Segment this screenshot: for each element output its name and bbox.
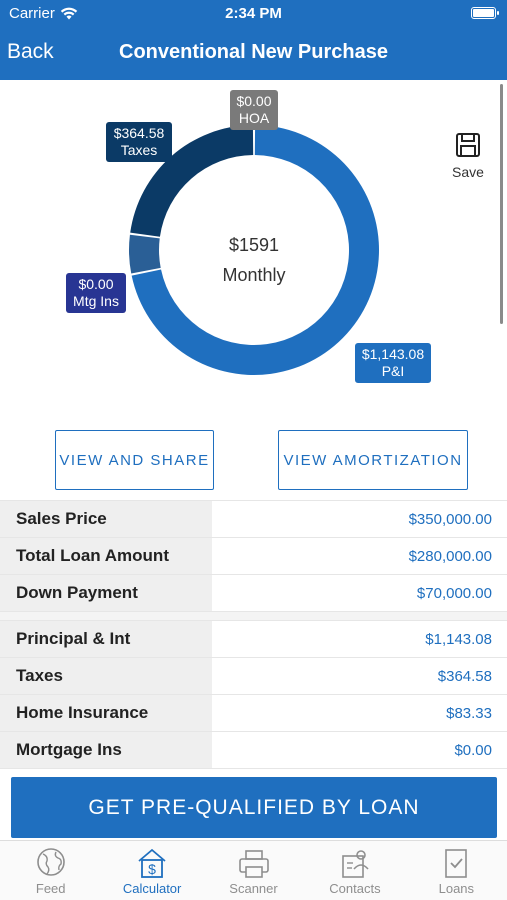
clock: 2:34 PM [225, 5, 282, 22]
contacts-icon [342, 850, 369, 878]
tab-label: Contacts [329, 881, 381, 896]
monthly-label: Monthly [222, 265, 286, 285]
tab-scanner[interactable]: Scanner [203, 841, 304, 900]
save-icon [456, 133, 480, 157]
tab-loans[interactable]: Loans [406, 841, 507, 900]
mtg-ins-label: Mtg Ins [73, 293, 119, 309]
table-row: Down Payment $70,000.00 [0, 575, 507, 612]
table-row: Sales Price $350,000.00 [0, 501, 507, 538]
calculator-icon: $ [138, 848, 166, 878]
monthly-total: $1591 [228, 235, 280, 255]
globe-icon [36, 848, 65, 876]
row-value[interactable]: $280,000.00 [408, 547, 492, 565]
wifi-icon [60, 7, 78, 20]
save-button[interactable]: Save [447, 132, 489, 180]
printer-icon [238, 850, 269, 878]
save-label: Save [452, 164, 484, 180]
section-divider [0, 612, 507, 621]
pi-label: P&I [381, 363, 405, 379]
table-row: Mortgage Ins $0.00 [0, 732, 507, 769]
row-value[interactable]: $83.33 [446, 704, 492, 722]
pi-tag: $1,143.08 P&I [355, 343, 431, 383]
chart-center-text: $1591 Monthly [154, 230, 354, 290]
taxes-tag: $364.58 Taxes [106, 122, 172, 162]
hoa-tag: $0.00 HOA [230, 90, 278, 130]
scrollbar[interactable] [500, 84, 503, 324]
view-and-share-button[interactable]: VIEW AND SHARE [55, 430, 214, 490]
loan-summary-table: Sales Price $350,000.00 Total Loan Amoun… [0, 500, 507, 769]
row-value[interactable]: $350,000.00 [408, 510, 492, 528]
table-row: Principal & Int $1,143.08 [0, 621, 507, 658]
app-header: Carrier 2:34 PM Back Conventional New Pu… [0, 0, 507, 80]
table-row: Taxes $364.58 [0, 658, 507, 695]
battery-icon [471, 7, 499, 19]
pi-amount: $1,143.08 [361, 346, 425, 362]
table-row: Total Loan Amount $280,000.00 [0, 538, 507, 575]
back-button[interactable]: Back [7, 40, 54, 63]
tab-label: Loans [438, 881, 475, 896]
tab-feed[interactable]: Feed [0, 841, 101, 900]
row-value[interactable]: $364.58 [437, 667, 492, 685]
mtg-ins-tag: $0.00 Mtg Ins [66, 273, 126, 313]
tab-contacts[interactable]: Contacts [304, 841, 405, 900]
row-value[interactable]: $1,143.08 [425, 630, 492, 648]
payment-chart-area: $0.00 HOA $364.58 Taxes $0.00 Mtg Ins $1… [0, 80, 507, 420]
svg-text:$: $ [148, 861, 156, 877]
row-label: Principal & Int [0, 621, 212, 657]
row-label: Mortgage Ins [0, 732, 212, 768]
hoa-amount: $0.00 [236, 93, 272, 109]
tab-label: Calculator [122, 881, 182, 896]
carrier: Carrier [9, 5, 78, 22]
nav-bar: Back Conventional New Purchase [0, 28, 507, 80]
tab-calculator[interactable]: $ Calculator [101, 841, 202, 900]
row-label: Home Insurance [0, 695, 212, 731]
view-amortization-button[interactable]: VIEW AMORTIZATION [278, 430, 468, 490]
mtg-ins-amount: $0.00 [78, 276, 114, 292]
hoa-label: HOA [238, 110, 270, 126]
taxes-amount: $364.58 [113, 125, 165, 141]
tab-label: Feed [35, 881, 66, 896]
donut-slice-taxes[interactable] [130, 125, 254, 237]
page-title: Conventional New Purchase [119, 41, 388, 63]
document-check-icon [445, 849, 468, 878]
tab-label: Scanner [229, 881, 278, 896]
row-label: Total Loan Amount [0, 538, 212, 574]
row-label: Down Payment [0, 575, 212, 611]
taxes-label: Taxes [120, 142, 158, 158]
row-value[interactable]: $70,000.00 [416, 584, 492, 602]
donut-slice-ins[interactable] [129, 234, 161, 274]
row-label: Taxes [0, 658, 212, 694]
status-bar: Carrier 2:34 PM [0, 0, 507, 28]
payment-donut-chart [129, 125, 379, 376]
table-row: Home Insurance $83.33 [0, 695, 507, 732]
tab-bar: Feed $ Calculator Scanner Contacts [0, 840, 507, 900]
row-label: Sales Price [0, 501, 212, 537]
carrier-label: Carrier [9, 5, 55, 22]
row-value[interactable]: $0.00 [454, 741, 492, 759]
get-prequalified-button[interactable]: GET PRE-QUALIFIED BY LOAN [11, 777, 497, 838]
